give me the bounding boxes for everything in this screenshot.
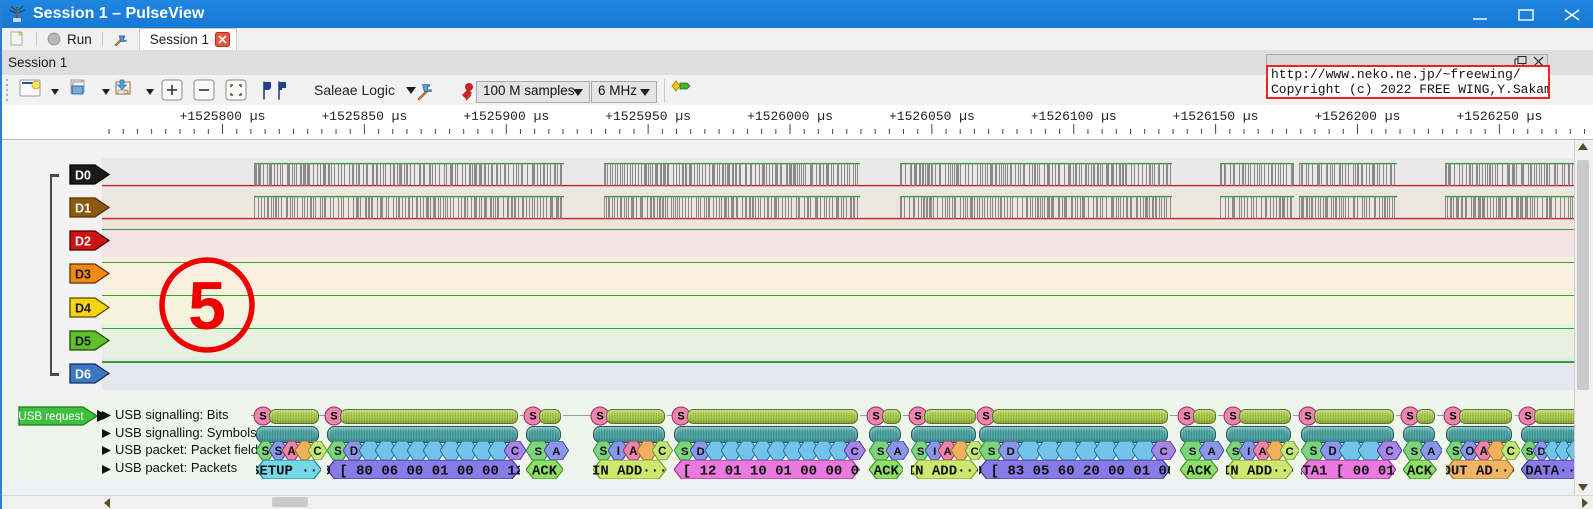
svg-text:S: S	[1188, 446, 1196, 458]
svg-text:ACK: ACK	[873, 463, 899, 479]
svg-text:D: D	[1328, 446, 1336, 458]
svg-text:S: S	[534, 446, 542, 458]
svg-text:D6: D6	[75, 367, 91, 381]
svg-text:D: D	[1007, 446, 1015, 458]
svg-text:ACK: ACK	[1186, 463, 1212, 479]
svg-text:SETUP ···: SETUP ···	[256, 463, 321, 479]
svg-text:D: D	[350, 446, 358, 458]
svg-text:S: S	[1525, 410, 1532, 422]
svg-text:S: S	[877, 446, 885, 458]
svg-text:IN ADD···: IN ADD···	[1226, 463, 1293, 479]
svg-text:DATA0 [ 80 06 00 01 00 00 12 ·: DATA0 [ 80 06 00 01 00 00 12 ···	[327, 463, 520, 479]
svg-text:C: C	[1160, 446, 1168, 458]
svg-text:5: 5	[188, 268, 226, 344]
svg-text:A: A	[1207, 446, 1215, 458]
svg-text:C: C	[1285, 446, 1293, 458]
svg-text:USB request: USB request	[18, 411, 84, 423]
svg-text:C: C	[511, 446, 519, 458]
svg-text:S: S	[982, 410, 989, 422]
svg-text:C: C	[970, 446, 978, 458]
svg-text:D: D	[696, 446, 704, 458]
svg-text:DATA0 [ 83 05 60 20 00 01 00 ·: DATA0 [ 83 05 60 20 00 01 00 ···	[979, 463, 1170, 479]
svg-text:I: I	[617, 446, 620, 458]
svg-text:S: S	[988, 446, 996, 458]
svg-text:D2: D2	[75, 235, 91, 249]
svg-text:S: S	[681, 446, 689, 458]
svg-text:S: S	[1411, 446, 1419, 458]
svg-text:I: I	[1247, 446, 1250, 458]
svg-text:ACK: ACK	[1407, 463, 1433, 479]
svg-text:D5: D5	[75, 334, 91, 348]
svg-text:D4: D4	[75, 301, 91, 315]
svg-text:IN ADD···: IN ADD···	[593, 463, 666, 479]
svg-text:OUT AD···: OUT AD···	[1446, 463, 1514, 479]
svg-text:S: S	[872, 410, 879, 422]
svg-text:C: C	[658, 446, 666, 458]
svg-text:C: C	[1385, 446, 1393, 458]
svg-text:S: S	[330, 410, 337, 422]
svg-text:D3: D3	[75, 268, 91, 282]
svg-text:S: S	[1449, 410, 1456, 422]
svg-text:C: C	[851, 446, 859, 458]
svg-text:S: S	[600, 446, 608, 458]
svg-text:A: A	[552, 446, 560, 458]
svg-text:S: S	[1309, 446, 1317, 458]
svg-text:ACK: ACK	[532, 463, 558, 479]
svg-text:S: S	[334, 446, 342, 458]
svg-text:A: A	[629, 446, 637, 458]
svg-text:S: S	[914, 410, 921, 422]
svg-text:S: S	[529, 410, 536, 422]
svg-text:S: S	[1229, 410, 1236, 422]
svg-text:A: A	[1427, 446, 1435, 458]
svg-text:S: S	[678, 410, 685, 422]
svg-text:D1: D1	[75, 201, 91, 215]
svg-text:S: S	[1407, 410, 1414, 422]
svg-text:S: S	[259, 410, 266, 422]
svg-text:DATA1 [ 12 01 10 01 00 00 00 ·: DATA1 [ 12 01 10 01 00 00 00 ···	[674, 463, 859, 479]
svg-text:A: A	[894, 446, 902, 458]
svg-text:I: I	[933, 446, 936, 458]
svg-text:IN ADD···: IN ADD···	[911, 463, 978, 479]
svg-text:S: S	[1183, 410, 1190, 422]
svg-text:S: S	[1304, 410, 1311, 422]
svg-text:S: S	[597, 410, 604, 422]
svg-text:DATA1 [ 00 01 ]: DATA1 [ 00 01 ]	[1301, 463, 1396, 479]
svg-text:C: C	[313, 446, 321, 458]
svg-text:D0: D0	[75, 168, 91, 182]
svg-text:C: C	[1506, 446, 1514, 458]
